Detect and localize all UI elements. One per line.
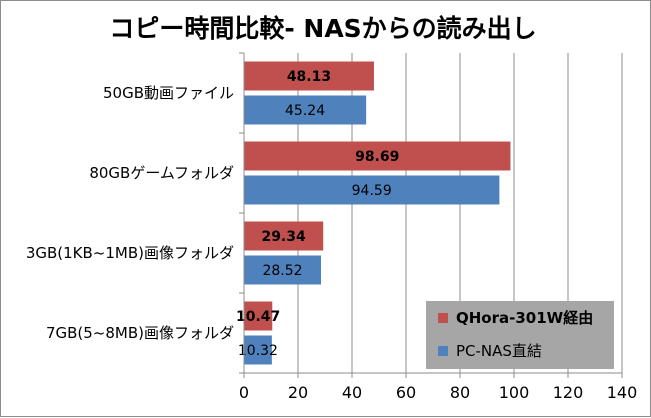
data-label: 98.69	[355, 149, 399, 165]
x-tick-label: 80	[450, 383, 470, 402]
category-label: 7GB(5~8MB)画像フォルダ	[46, 324, 234, 342]
x-tick-label: 60	[396, 383, 416, 402]
category-label: 50GB動画ファイル	[103, 84, 234, 102]
legend: QHora-301W経由 PC-NAS直結	[426, 301, 614, 369]
data-label: 28.52	[262, 263, 302, 279]
x-tick-label: 40	[342, 383, 362, 402]
bars: 48.13 45.24 98.69 94.59 29.34 28.52 10.47 10.32	[236, 61, 511, 365]
bar-qhora	[244, 141, 511, 171]
x-tick-label: 20	[288, 383, 308, 402]
legend-swatch	[438, 313, 448, 323]
category-label: 80GBゲームフォルダ	[89, 164, 234, 182]
data-label: 10.32	[238, 343, 278, 359]
x-tick-label: 0	[239, 383, 249, 402]
legend-box	[426, 301, 614, 369]
axes: 0 20 40 60 80 100 120 140 50GB動画ファイル 80GBゲームフォルダ 3…	[26, 52, 638, 402]
bar-pc-nas	[244, 335, 272, 365]
bar-qhora	[244, 221, 324, 251]
bar-pc-nas	[244, 175, 500, 205]
category-label: 3GB(1KB~1MB)画像フォルダ	[26, 244, 234, 262]
x-tick-label: 120	[553, 383, 584, 402]
bar-pc-nas	[244, 255, 322, 285]
bar-pc-nas	[244, 95, 367, 125]
chart-title: コピー時間比較- NASからの読み出し	[109, 14, 536, 43]
data-label: 48.13	[287, 69, 331, 85]
x-tick-label: 100	[499, 383, 530, 402]
bar-qhora	[244, 61, 374, 91]
data-label: 45.24	[285, 103, 325, 119]
legend-label: QHora-301W経由	[456, 309, 593, 327]
x-tick-label: 140	[607, 383, 638, 402]
data-label: 10.47	[236, 309, 280, 325]
legend-label: PC-NAS直結	[456, 342, 542, 360]
data-label: 29.34	[261, 229, 306, 245]
legend-swatch	[438, 346, 448, 356]
bar-qhora	[244, 301, 273, 331]
data-label: 94.59	[352, 183, 392, 199]
